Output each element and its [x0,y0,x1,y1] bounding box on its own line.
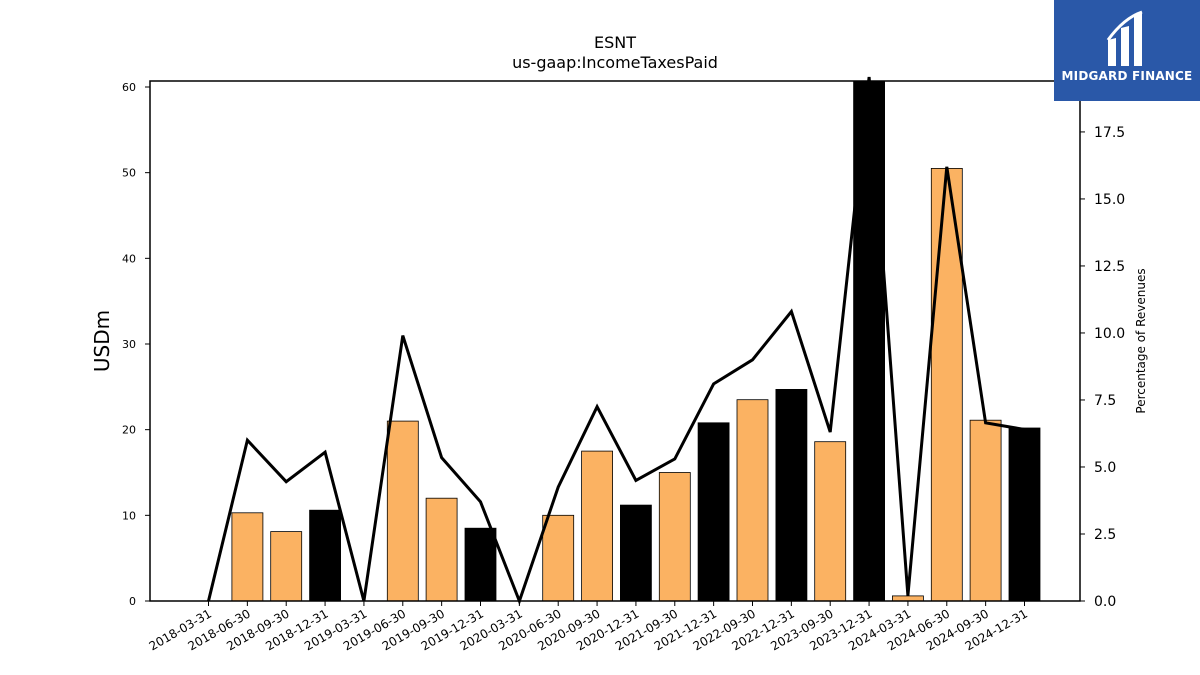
y2-axis-label: Percentage of Revenues [1134,268,1148,413]
y2-tick-label: 0.0 [1094,594,1116,610]
plot-frame [149,80,1081,602]
bar-2018-06-30 [231,512,264,601]
y-tick-label: 0 [129,595,136,608]
bar-2021-09-30 [658,472,691,601]
bar-2024-12-31 [1008,427,1041,601]
chart-title: ESNT [594,33,636,52]
logo-text: MIDGARD FINANCE [1061,69,1193,83]
y-tick-label: 50 [122,167,136,180]
bar-2020-06-30 [542,514,575,601]
bar-2023-12-31 [853,81,885,601]
bar-2020-09-30 [581,450,613,601]
y-tick-label: 40 [122,252,136,265]
y-tick-label: 60 [122,81,136,94]
bar-2021-12-31 [697,422,730,601]
left-y-axis: 0 10 20 30 40 50 60 [122,81,150,608]
bar-2022-12-31 [775,388,808,601]
y2-tick-label: 10.0 [1094,326,1125,342]
x-axis: 2018-03-312018-06-302018-09-302018-12-31… [147,601,1030,653]
bar-2022-09-30 [736,399,769,601]
y-tick-label: 10 [122,509,136,522]
y-axis-label: USDm [90,310,114,372]
bar-2024-09-30 [969,419,1002,601]
percentage-of-revenues-line [207,76,1025,606]
y-tick-label: 30 [122,338,136,351]
y2-tick-label: 15.0 [1094,192,1125,208]
chart-subtitle: us-gaap:IncomeTaxesPaid [512,53,718,72]
logo-mark-icon [1106,10,1143,66]
y2-tick-label: 2.5 [1094,527,1116,543]
bar-2018-09-30 [270,531,303,601]
bar-2018-12-31 [309,509,342,601]
right-y-axis: 0.0 2.5 5.0 7.5 10.0 12.5 15.0 17.5 [1080,125,1125,610]
bar-2019-09-30 [425,497,458,601]
bar-series [231,81,1041,601]
bar-2023-09-30 [814,441,847,601]
y2-tick-label: 17.5 [1094,125,1125,141]
y-tick-label: 20 [122,424,136,437]
bar-2019-12-31 [464,527,497,601]
bar-2020-12-31 [620,504,652,601]
brand-logo: MIDGARD FINANCE [1054,0,1200,101]
bar-2019-06-30 [386,420,419,601]
percentage-line-series [207,76,1025,606]
y2-tick-label: 5.0 [1094,460,1116,476]
bar-2024-03-31 [892,595,924,601]
y2-tick-label: 12.5 [1094,259,1125,275]
y2-tick-label: 7.5 [1094,393,1116,409]
